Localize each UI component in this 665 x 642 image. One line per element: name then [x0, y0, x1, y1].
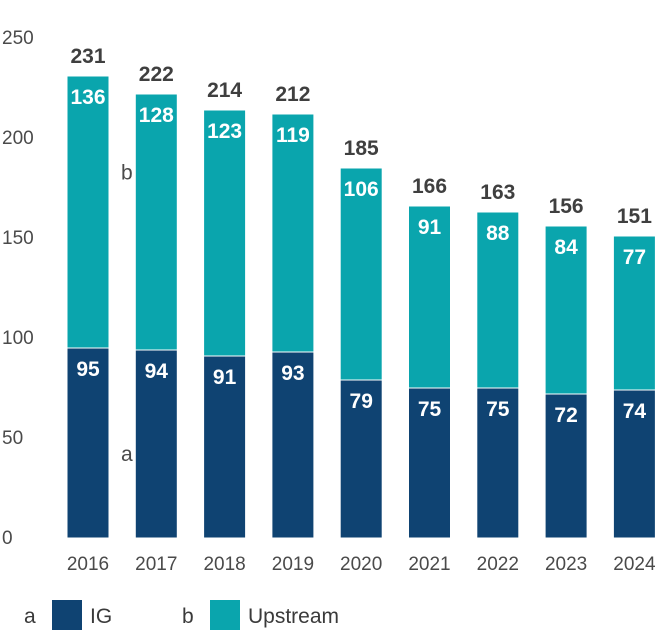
- x-tick-label: 2018: [203, 554, 245, 575]
- annotations-group: ab: [121, 161, 133, 466]
- bar-group-2022: 75 88 163: [476, 181, 520, 539]
- x-tick-label: 2024: [613, 554, 656, 575]
- total-value-label: 151: [617, 205, 652, 228]
- legend-swatch: [52, 600, 82, 630]
- x-tick-label: 2016: [67, 554, 109, 575]
- legend-item-ig: a IG: [24, 600, 112, 630]
- y-axis: 0 50 100 150 200 250: [2, 28, 34, 549]
- ig-value-label: 75: [486, 398, 510, 421]
- x-tick-label: 2021: [408, 554, 450, 575]
- bar-group-2023: 72 84 156: [544, 195, 588, 539]
- upstream-value-label: 91: [418, 216, 442, 239]
- bar-group-2019: 93 119 212: [271, 83, 315, 539]
- bar-segment-upstream: [203, 109, 247, 357]
- total-value-label: 156: [549, 195, 584, 218]
- x-axis: 2016 2017 2018 2019 2020 2021 2022 2023 2024: [67, 554, 656, 575]
- ig-value-label: 74: [623, 400, 647, 423]
- x-tick-label: 2022: [477, 554, 519, 575]
- bar-group-2016: 95 136 231: [66, 45, 110, 539]
- legend-key-letter: b: [182, 605, 194, 628]
- y-tick-label: 150: [2, 228, 34, 249]
- upstream-value-label: 123: [207, 120, 242, 143]
- bar-segment-upstream: [339, 167, 383, 381]
- total-value-label: 163: [480, 181, 515, 204]
- bar-segment-ig: [612, 389, 656, 539]
- ig-value-label: 95: [76, 358, 100, 381]
- bar-segment-ig: [476, 387, 520, 539]
- ig-value-label: 94: [145, 360, 169, 383]
- upstream-value-label: 136: [70, 86, 105, 109]
- bar-group-2020: 79 106 185: [339, 137, 383, 539]
- bar-group-2017: 94 128 222: [134, 63, 178, 539]
- bar-segment-upstream: [271, 113, 315, 353]
- bar-segment-upstream: [408, 205, 451, 389]
- ig-value-label: 93: [281, 362, 304, 385]
- x-tick-label: 2020: [340, 554, 382, 575]
- y-tick-label: 50: [2, 428, 23, 449]
- bar-group-2024: 74 77 151: [612, 205, 656, 539]
- x-tick-label: 2017: [135, 554, 177, 575]
- legend-label: IG: [90, 605, 112, 628]
- x-tick-label: 2023: [545, 554, 587, 575]
- y-tick-label: 250: [2, 28, 34, 49]
- total-value-label: 231: [70, 45, 105, 68]
- bar-segment-ig: [544, 393, 588, 539]
- upstream-value-label: 77: [623, 246, 646, 269]
- legend-label: Upstream: [248, 605, 339, 628]
- bar-segment-ig: [66, 347, 110, 539]
- bar-segment-ig: [271, 351, 315, 539]
- series-annotation-a: a: [121, 443, 133, 466]
- bar-segment-upstream: [612, 235, 656, 391]
- upstream-value-label: 128: [139, 104, 174, 127]
- y-tick-label: 0: [2, 528, 13, 549]
- bar-group-2018: 91 123 214: [203, 79, 247, 539]
- legend-swatch: [210, 600, 240, 630]
- ig-value-label: 79: [350, 390, 373, 413]
- upstream-value-label: 84: [554, 236, 578, 259]
- legend-item-upstream: b Upstream: [182, 600, 339, 630]
- y-tick-label: 100: [2, 328, 34, 349]
- bar-group-2021: 75 91 166: [408, 175, 451, 539]
- ig-value-label: 91: [213, 366, 237, 389]
- total-value-label: 166: [412, 175, 447, 198]
- bar-segment-upstream: [134, 93, 178, 351]
- upstream-value-label: 88: [486, 222, 510, 245]
- bar-segment-upstream: [544, 225, 588, 395]
- bar-segment-ig: [408, 387, 451, 539]
- legend-key-letter: a: [24, 605, 36, 628]
- ig-value-label: 72: [554, 404, 577, 427]
- bars-group: 95 136 231 94 128 222 91 123 214 93 119 212 79 106 185…: [66, 45, 656, 539]
- bar-segment-ig: [339, 379, 383, 539]
- series-annotation-b: b: [121, 161, 133, 184]
- total-value-label: 214: [207, 79, 242, 102]
- legend: a IG b Upstream: [24, 600, 339, 630]
- bar-segment-upstream: [66, 75, 110, 349]
- bar-segment-upstream: [476, 211, 520, 389]
- total-value-label: 212: [275, 83, 310, 106]
- total-value-label: 185: [344, 137, 379, 160]
- bar-segment-ig: [134, 349, 178, 539]
- upstream-value-label: 119: [276, 124, 310, 147]
- ig-value-label: 75: [418, 398, 442, 421]
- upstream-value-label: 106: [344, 178, 379, 201]
- y-tick-label: 200: [2, 128, 34, 149]
- x-tick-label: 2019: [272, 554, 314, 575]
- total-value-label: 222: [139, 63, 174, 86]
